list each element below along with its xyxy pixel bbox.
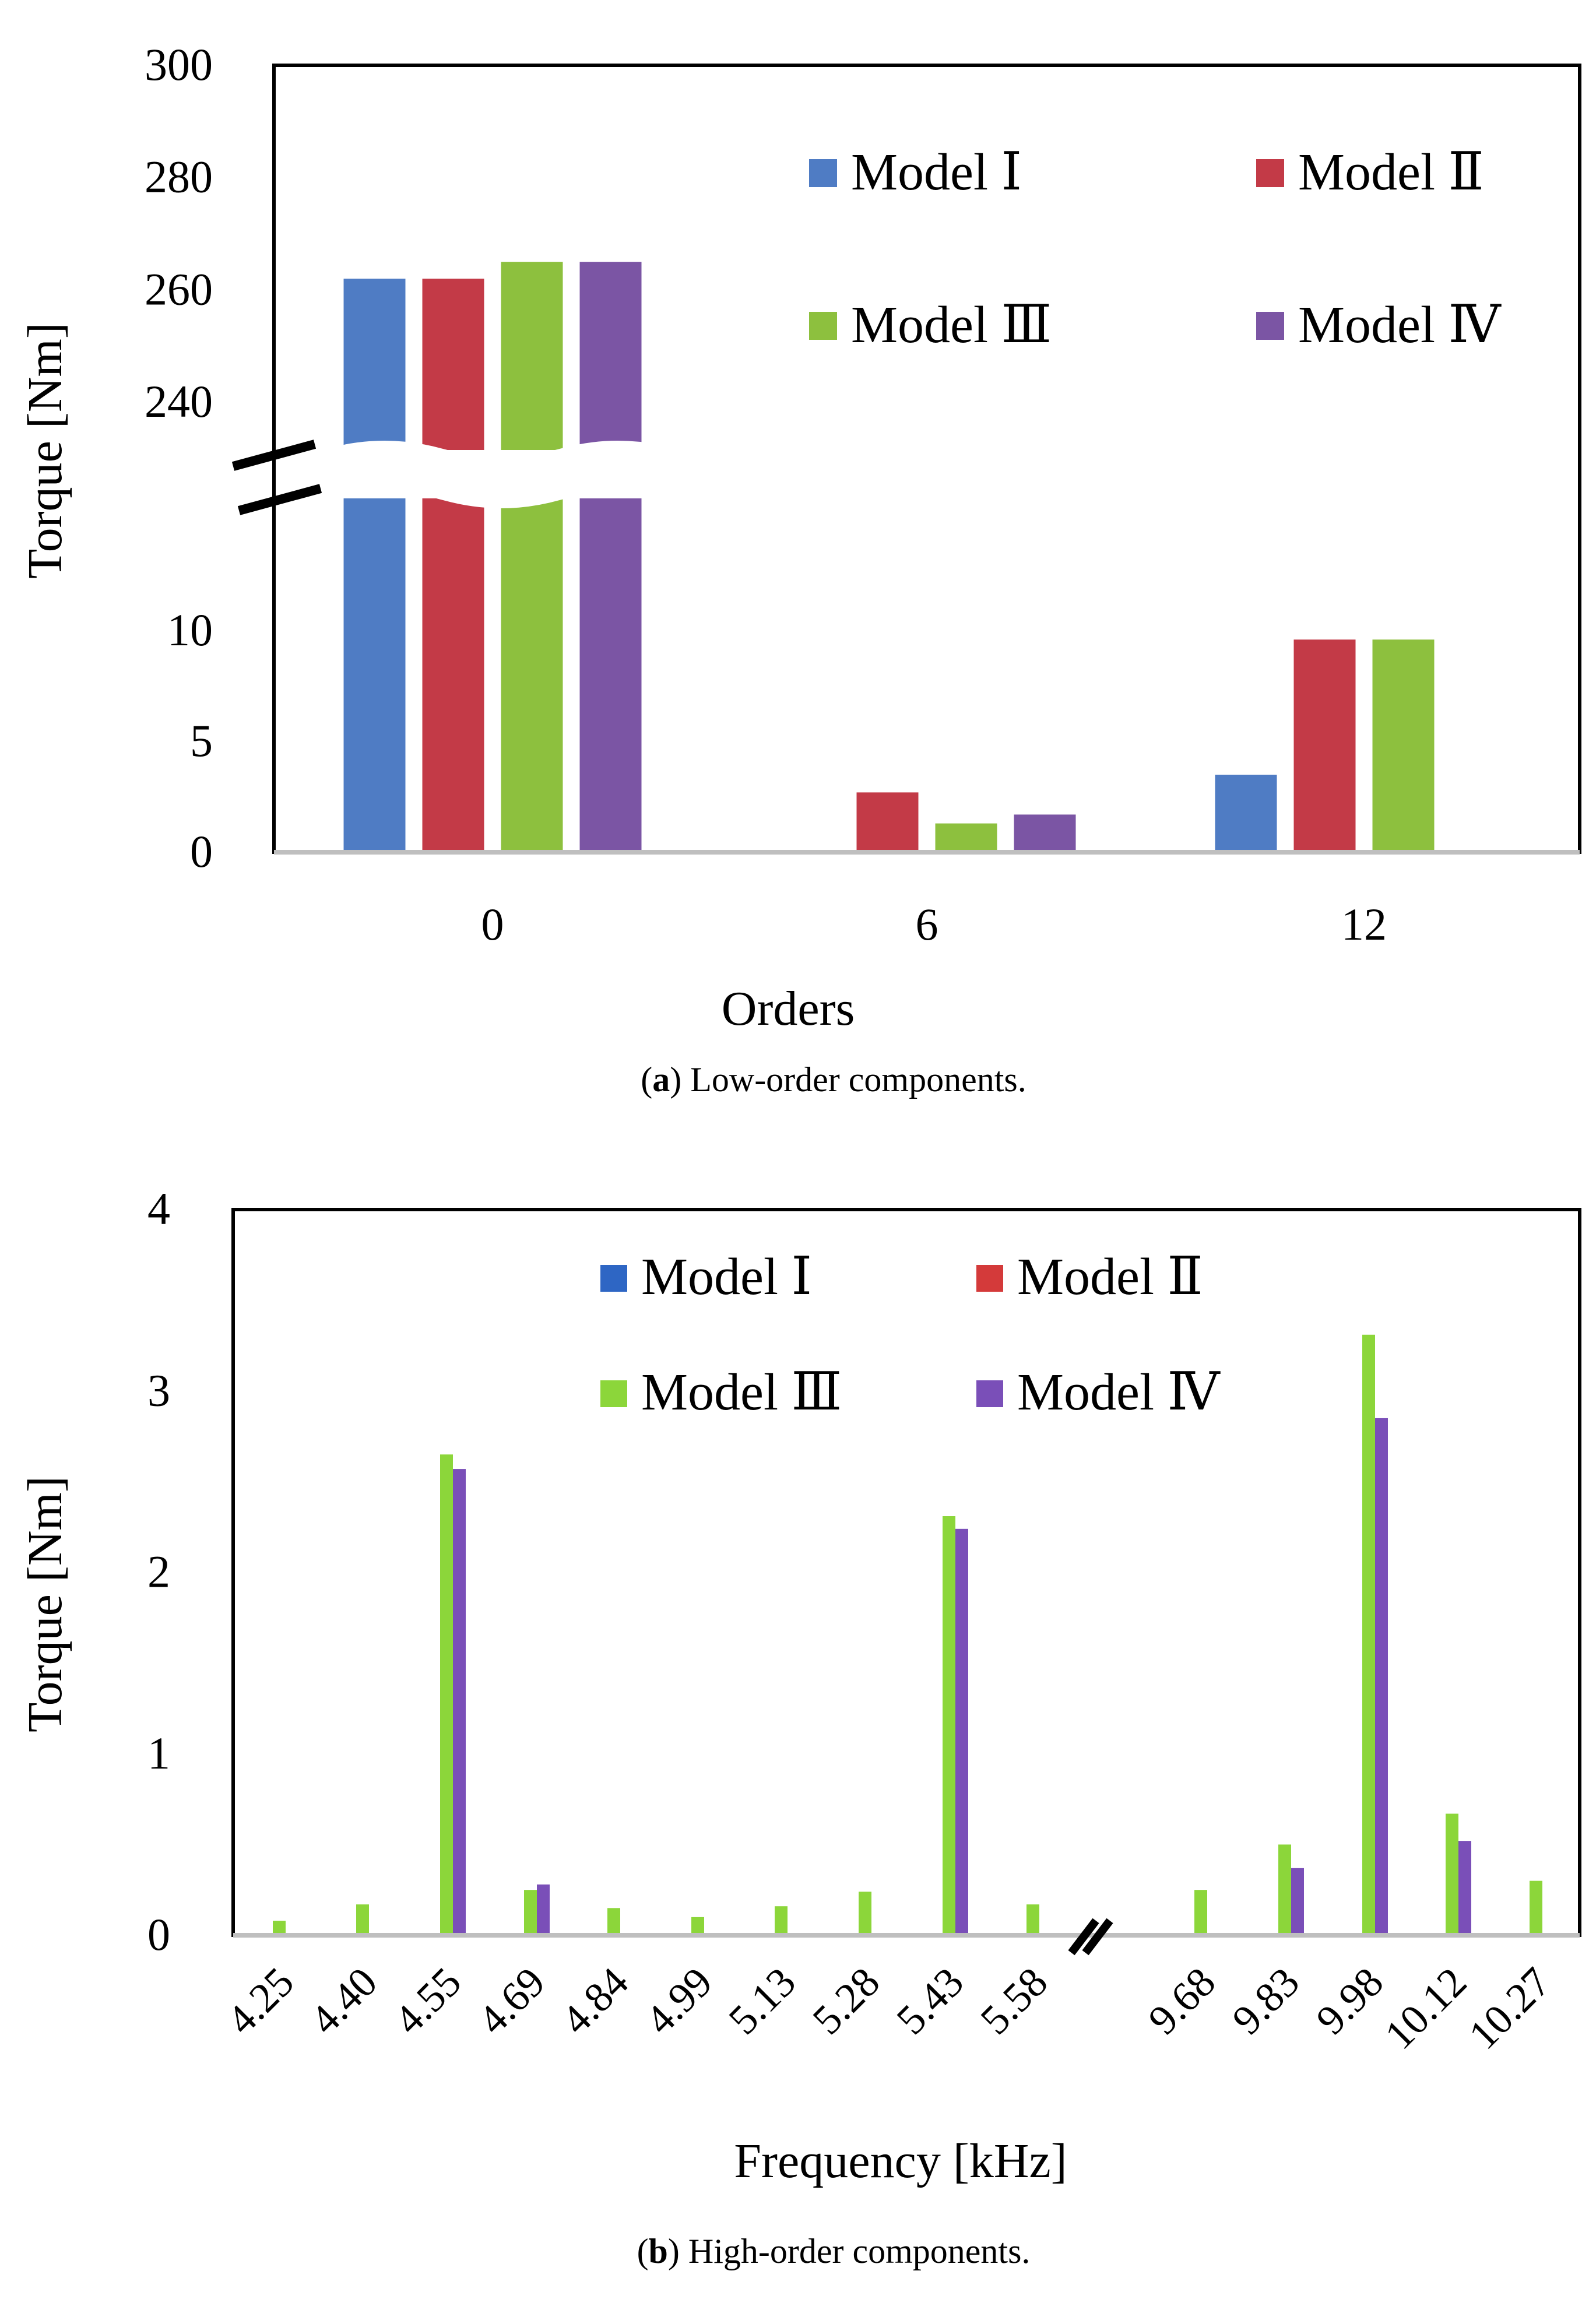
legend-swatch-b-1 (600, 1265, 627, 1292)
caption-b-text: High-order components. (680, 2232, 1031, 2270)
x-axis-title-b: Frequency [kHz] (734, 2134, 1067, 2188)
x-tick-label-b-4.84: 4.84 (553, 1959, 638, 2044)
legend-label-b-3: Model Ⅲ (641, 1363, 842, 1421)
y-tick-label-b-2: 2 (147, 1546, 170, 1597)
bar-12-3 (1372, 639, 1435, 852)
bar-12-1 (1215, 775, 1277, 852)
x-tick-label-a-0: 0 (481, 899, 504, 950)
bar-b-4.25-3 (273, 1921, 286, 1935)
caption-b: (b) High-order components. (637, 2232, 1031, 2270)
y-tick-label-a-240: 240 (145, 376, 213, 427)
bar-b-4.40-3 (356, 1904, 369, 1935)
y-axis-title-b: Torque [Nm] (18, 1476, 72, 1732)
axis-break-mark-1 (231, 440, 317, 471)
bar-12-2 (1293, 639, 1356, 852)
bar-b-9.68-3 (1194, 1890, 1207, 1935)
bar-b-10.12-3 (1446, 1813, 1458, 1935)
y-axis-title-a: Torque [Nm] (18, 322, 72, 579)
y-tick-label-b-1: 1 (147, 1728, 170, 1778)
y-tick-label-b-0: 0 (147, 1909, 170, 1960)
legend-label-b-2: Model Ⅱ (1017, 1248, 1203, 1306)
bar-b-9.83-4 (1291, 1868, 1304, 1935)
bar-6-4 (1014, 814, 1076, 852)
legend-label-a-3: Model Ⅲ (851, 296, 1052, 354)
legend-label-a-2: Model Ⅱ (1298, 143, 1484, 201)
bar-b-4.84-3 (607, 1908, 620, 1935)
bar-lower-0-3 (501, 498, 563, 852)
x-tick-label-a-12: 12 (1341, 899, 1387, 950)
x-tick-label-b-9.68: 9.68 (1140, 1959, 1225, 2044)
bar-b-5.43-4 (955, 1528, 968, 1935)
x-tick-label-b-4.99: 4.99 (637, 1959, 722, 2044)
legend-swatch-b-4 (976, 1380, 1003, 1407)
y-tick-label-a-300: 300 (145, 39, 213, 90)
legend-swatch-a-4 (1256, 312, 1284, 340)
legend-swatch-a-1 (809, 159, 837, 187)
bar-b-5.13-3 (775, 1906, 788, 1935)
x-tick-label-b-9.98: 9.98 (1307, 1959, 1393, 2044)
bar-lower-0-1 (343, 498, 406, 852)
x-axis-title-a: Orders (722, 982, 855, 1036)
axis-break-band-a (326, 441, 676, 508)
bar-lower-0-4 (579, 498, 642, 852)
x-tick-label-b-5.28: 5.28 (804, 1959, 889, 2044)
bar-6-2 (856, 792, 919, 852)
legend-label-b-4: Model Ⅳ (1017, 1363, 1221, 1421)
y-tick-label-a-10: 10 (167, 604, 213, 655)
bar-upper-0-4 (579, 262, 642, 450)
x-tick-label-b-4.55: 4.55 (385, 1959, 470, 2044)
y-tick-label-a-260: 260 (145, 263, 213, 314)
y-tick-label-a-280: 280 (145, 152, 213, 202)
bar-b-9.98-3 (1362, 1334, 1375, 1935)
bar-b-4.55-3 (440, 1454, 453, 1935)
axis-break-mark-2 (237, 484, 322, 515)
caption-a: (a) Low-order components. (641, 1060, 1026, 1099)
bar-b-5.43-3 (943, 1516, 955, 1935)
y-tick-label-a-5: 5 (190, 715, 213, 766)
x-tick-label-b-4.40: 4.40 (301, 1959, 386, 2044)
x-tick-label-b-10.12: 10.12 (1376, 1959, 1475, 2058)
bar-b-9.98-4 (1375, 1418, 1388, 1935)
x-tick-label-a-6: 6 (916, 899, 938, 950)
x-break-mark-2 (1082, 1918, 1113, 1956)
legend-swatch-a-3 (809, 312, 837, 340)
x-tick-label-b-10.27: 10.27 (1460, 1959, 1559, 2058)
bar-upper-0-1 (343, 279, 406, 450)
x-tick-label-b-5.13: 5.13 (720, 1959, 805, 2044)
bar-b-10.27-3 (1530, 1880, 1542, 1935)
bar-b-4.55-4 (453, 1469, 466, 1935)
x-tick-label-b-5.43: 5.43 (888, 1959, 973, 2044)
bar-b-4.69-3 (524, 1890, 537, 1935)
y-tick-label-a-0: 0 (190, 826, 213, 877)
bar-b-10.12-4 (1458, 1841, 1471, 1935)
bar-b-4.99-3 (691, 1917, 704, 1935)
y-tick-label-b-4: 4 (147, 1183, 170, 1234)
legend-label-b-1: Model Ⅰ (641, 1248, 812, 1306)
x-tick-label-b-9.83: 9.83 (1224, 1959, 1309, 2044)
legend-swatch-a-2 (1256, 159, 1284, 187)
bar-b-9.83-3 (1278, 1844, 1291, 1935)
bar-b-5.58-3 (1026, 1904, 1039, 1935)
bar-6-3 (935, 823, 997, 852)
bar-b-4.69-4 (537, 1884, 550, 1935)
chart-b: 0 1 2 3 4 4.254.404.554.694.844.995.135.285.4… (18, 1183, 1581, 2188)
bar-lower-0-2 (422, 498, 484, 852)
y-tick-label-b-3: 3 (147, 1365, 170, 1415)
legend-label-a-1: Model Ⅰ (851, 143, 1022, 201)
caption-a-text: Low-order components. (681, 1060, 1026, 1099)
x-tick-label-b-4.69: 4.69 (469, 1959, 554, 2044)
x-break-mark-1 (1068, 1918, 1099, 1956)
bar-upper-0-2 (422, 279, 484, 450)
legend-swatch-b-3 (600, 1380, 627, 1407)
legend-label-a-4: Model Ⅳ (1298, 296, 1502, 354)
x-tick-label-b-5.58: 5.58 (972, 1959, 1057, 2044)
legend-swatch-b-2 (976, 1265, 1003, 1292)
caption-a-letter: a (652, 1060, 670, 1099)
chart-a: 240 260 280 300 0 5 10 0 6 12 Orders Torque [Nm] Mod… (18, 39, 1581, 1036)
caption-b-letter: b (649, 2232, 668, 2270)
x-tick-label-b-4.25: 4.25 (218, 1959, 303, 2044)
bar-upper-0-3 (501, 262, 563, 450)
bar-b-5.28-3 (859, 1892, 871, 1935)
